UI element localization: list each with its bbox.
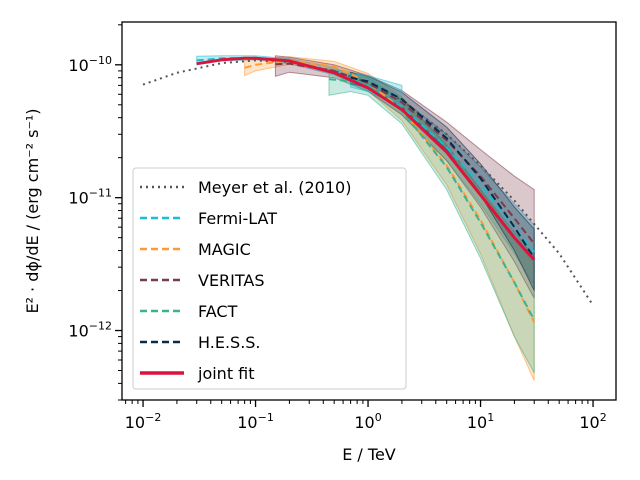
- series-line-joint-fit: [196, 56, 536, 261]
- y-tick-label: 10−12: [68, 320, 112, 341]
- x-tick-label: 101: [467, 411, 494, 432]
- y-tick-label: 10−10: [68, 54, 112, 75]
- x-axis-label: E / TeV: [342, 445, 396, 464]
- band-magic-1: [244, 56, 535, 381]
- legend-label-joint-fit: joint fit: [197, 364, 255, 383]
- x-tick-label: 10−2: [125, 411, 162, 432]
- series-lines: [142, 56, 594, 323]
- x-tick-label: 100: [354, 411, 381, 432]
- legend-label-veritas: VERITAS: [198, 271, 265, 290]
- legend-label-magic: MAGIC: [198, 240, 251, 259]
- y-axis-ticks: 10−12 10−11 10−10: [68, 24, 122, 401]
- series-line-magic: [244, 59, 536, 323]
- legend-label-fact: FACT: [198, 302, 238, 321]
- series-line-h-e-s-s: [350, 76, 536, 259]
- x-tick-label: 102: [579, 411, 606, 432]
- x-tick-label: 10−1: [237, 411, 274, 432]
- legend-label-h-e-s-s: H.E.S.S.: [198, 333, 261, 352]
- legend-label-fermi-lat: Fermi-LAT: [198, 209, 277, 228]
- y-tick-label: 10−11: [68, 187, 112, 208]
- legend-box: [132, 167, 407, 390]
- x-axis-ticks: 10−2 10−1 100 101 102: [125, 400, 607, 432]
- band-fact-3: [328, 68, 535, 374]
- y-axis-label: E² · dϕ/dE / (erg cm⁻² s⁻¹): [23, 108, 42, 313]
- series-line-meyer-et-al-2010: [142, 59, 594, 306]
- legend-label-meyer-et-al-2010: Meyer et al. (2010): [198, 178, 351, 197]
- legend: Meyer et al. (2010) Fermi-LAT MAGIC VERITAS…: [132, 167, 407, 390]
- series-line-veritas: [275, 62, 535, 245]
